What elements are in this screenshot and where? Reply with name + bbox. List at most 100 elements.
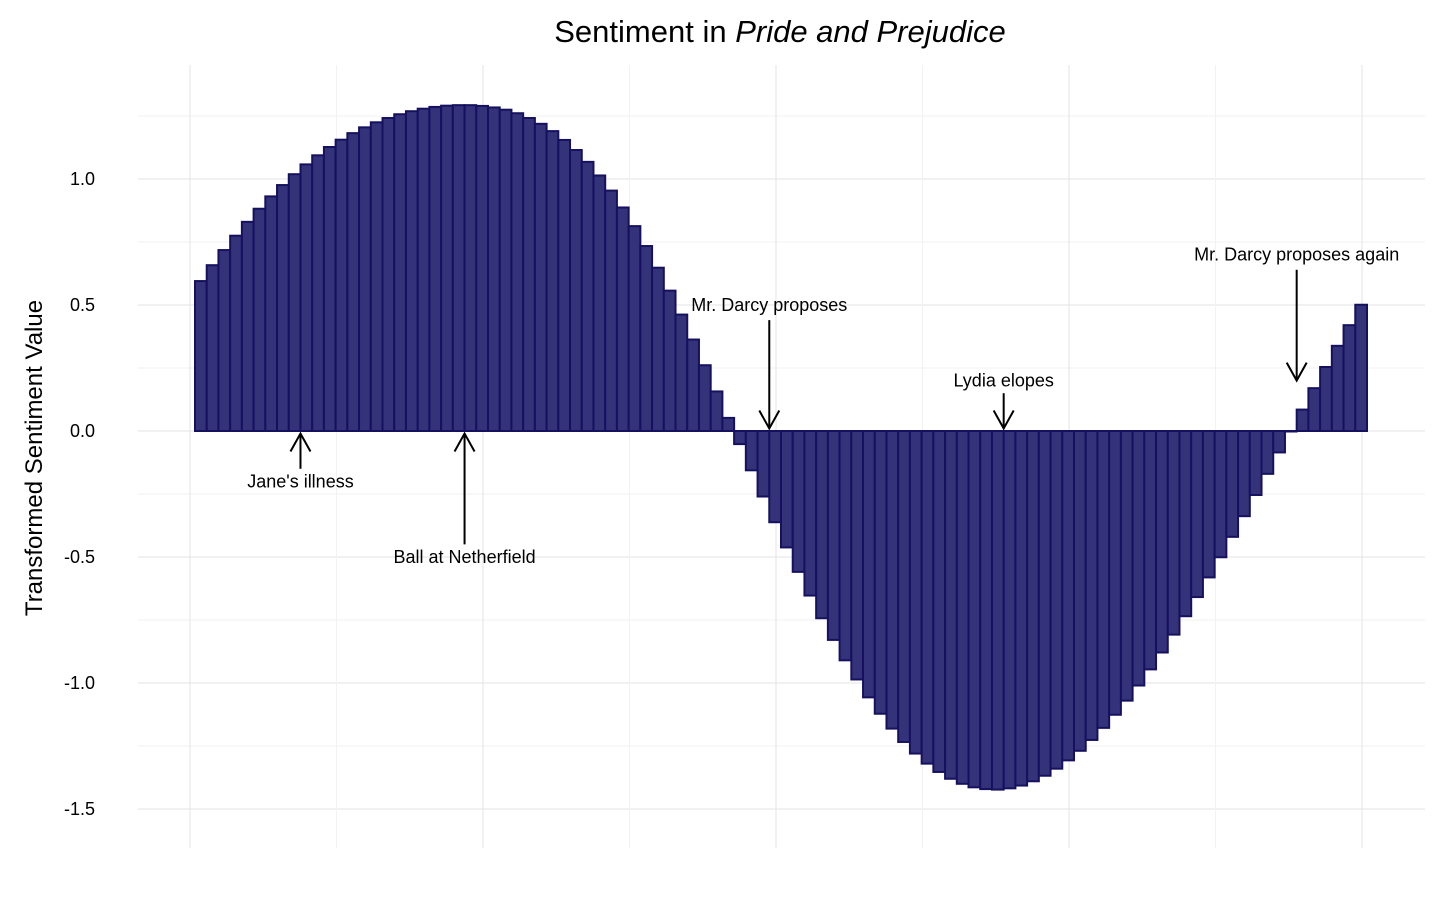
bar-14 [358,126,372,432]
bar-50 [780,430,794,549]
y-axis-ticks: 1.0 0.5 0.0 -0.5 -1.0 -1.5 [64,169,95,819]
bar-99 [1354,303,1369,432]
bar-77 [1096,430,1111,729]
bar-3 [229,234,243,432]
annotation-arrow-3 [992,393,1015,431]
bar-28 [522,117,536,433]
bar-23 [463,104,478,432]
bar-21 [440,104,454,432]
bar-60 [897,430,911,743]
bar-51 [791,430,806,573]
bar-85 [1190,430,1204,599]
bar-6 [264,195,279,432]
bar-62 [920,430,935,765]
annotation-label-2: Mr. Darcy proposes [691,295,847,315]
bar-5 [252,207,267,432]
bar-69 [1002,430,1017,790]
bar-40 [662,289,677,432]
bar-1 [205,264,220,432]
bar-31 [557,138,572,432]
bar-64 [944,430,958,780]
bar-15 [369,121,384,433]
bar-32 [569,149,583,433]
bar-53 [815,430,829,620]
bar-19 [416,107,431,433]
bar-46 [733,430,747,446]
bar-34 [592,174,607,432]
bar-58 [873,430,888,715]
annotation-label-3: Lydia elopes [953,371,1053,391]
y-tick-label-5: -1.5 [64,799,95,819]
y-axis-label: Transformed Sentiment Value [21,300,48,616]
chart-title: Sentiment in Pride and Prejudice [554,14,1006,49]
bar-82 [1155,430,1169,654]
annotation-label-4: Mr. Darcy proposes again [1194,245,1399,265]
bar-45 [721,416,736,432]
bar-48 [756,430,771,498]
bar-7 [276,184,290,432]
bar-44 [709,390,724,433]
bar-12 [334,138,349,433]
bar-66 [967,430,982,789]
bar-30 [545,130,560,432]
bar-27 [510,112,525,432]
bar-70 [1014,430,1029,787]
bar-2 [217,249,232,432]
bar-20 [428,105,443,432]
bar-72 [1037,430,1052,777]
bar-97 [1330,344,1345,433]
bar-42 [686,338,700,432]
bar-0 [194,280,208,432]
bar-95 [1307,387,1322,433]
bar-16 [381,117,396,433]
bar-83 [1166,430,1181,636]
bar-55 [838,430,853,662]
bar-10 [311,154,325,432]
bar-91 [1260,430,1275,475]
bar-38 [639,245,654,432]
bar-35 [604,189,618,432]
bar-49 [768,430,783,524]
bar-47 [744,430,759,472]
bar-37 [627,225,642,432]
bar-8 [287,173,302,432]
bars [194,104,1369,791]
bar-39 [651,266,665,433]
bar-88 [1225,430,1240,538]
bar-80 [1131,430,1146,687]
bar-26 [498,108,513,432]
bar-94 [1295,408,1310,432]
y-tick-label-1: 0.5 [70,295,95,315]
annotation-arrow-2 [758,320,781,431]
bar-57 [862,430,876,699]
bar-4 [240,220,255,432]
bar-43 [697,364,712,432]
bar-18 [404,110,419,432]
bar-65 [955,430,970,785]
bar-98 [1342,324,1357,432]
bar-13 [346,132,361,433]
bar-9 [299,163,314,432]
bar-75 [1073,430,1087,752]
bar-68 [990,430,1005,791]
title-part-0: Sentiment in [554,14,735,49]
bar-71 [1026,430,1040,783]
bar-22 [451,104,466,432]
y-tick-label-2: 0.0 [70,421,95,441]
bar-36 [615,206,630,432]
bar-79 [1119,430,1134,702]
title-part-1: Pride and Prejudice [735,14,1006,49]
bar-54 [826,430,841,641]
bar-25 [487,106,501,432]
bar-61 [908,430,923,755]
bar-90 [1248,430,1263,497]
bar-92 [1272,430,1286,454]
y-tick-label-4: -1.0 [64,673,95,693]
bar-81 [1143,430,1158,671]
bar-89 [1237,430,1251,518]
bar-87 [1213,430,1228,559]
annotation-arrow-4 [1285,269,1308,383]
bar-41 [674,313,689,432]
bar-76 [1084,430,1099,741]
